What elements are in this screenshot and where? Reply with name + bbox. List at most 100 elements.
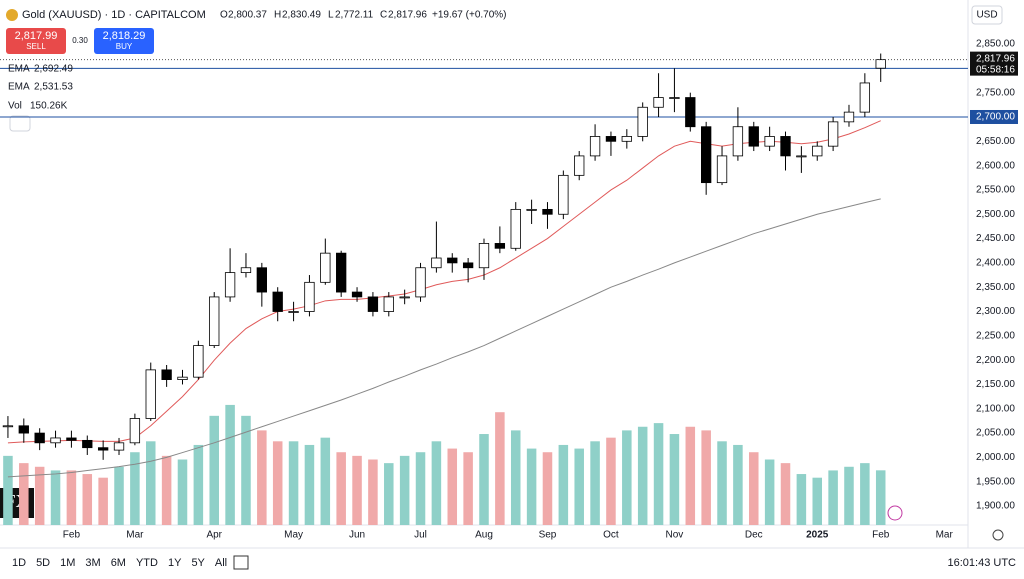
gold-icon: [6, 9, 18, 21]
volume-bar: [701, 430, 711, 525]
candle-body: [669, 97, 680, 99]
volume-bar: [717, 441, 727, 525]
range-button[interactable]: 3M: [85, 557, 100, 569]
candle-body: [875, 59, 886, 69]
y-tick-label: 2,050.00: [976, 428, 1015, 439]
range-button[interactable]: 1D: [12, 557, 26, 569]
x-tick-label: May: [284, 530, 303, 541]
ohlc-c: 2,817.96: [388, 10, 427, 21]
level-tag: [970, 109, 1018, 124]
buy-price[interactable]: 2,818.29: [103, 30, 146, 42]
volume-bar: [590, 441, 600, 525]
candle-body: [367, 296, 379, 312]
candle-body: [732, 126, 744, 157]
y-tick-label: 1,900.00: [976, 501, 1015, 512]
candle-body: [637, 106, 648, 137]
x-tick-label: Jun: [349, 530, 365, 541]
candle-body: [34, 432, 45, 444]
y-tick-label: 2,250.00: [976, 330, 1015, 341]
volume-legend-value: 150.26K: [30, 101, 68, 112]
calendar-icon[interactable]: [233, 555, 249, 570]
volume-bar: [431, 441, 442, 525]
volume-bar: [82, 474, 93, 525]
y-tick-label: 2,400.00: [976, 258, 1015, 269]
candle-body: [304, 281, 315, 312]
collapse-button[interactable]: [9, 115, 31, 132]
currency[interactable]: USD: [976, 10, 997, 21]
volume-bar: [764, 459, 775, 525]
volume-bar: [828, 470, 838, 525]
y-tick-label: 2,200.00: [976, 355, 1015, 366]
ema-line: [7, 198, 881, 478]
toolbar: [0, 548, 1024, 579]
volume-bar: [860, 463, 870, 525]
candle-body: [272, 291, 283, 312]
x-tick-label: Mar: [936, 530, 954, 541]
volume-bar: [447, 448, 458, 525]
ohlc-o-label: O: [220, 10, 228, 21]
volume-bar: [114, 466, 124, 525]
volume-bar: [749, 452, 759, 525]
level-label: 2,700.00: [976, 112, 1015, 123]
volume-bar: [98, 477, 108, 525]
sell-box[interactable]: [6, 28, 66, 54]
candle-body: [478, 243, 490, 269]
y-tick-label: 2,600.00: [976, 160, 1015, 171]
event-icon[interactable]: [887, 505, 903, 521]
range-button[interactable]: 5Y: [191, 557, 205, 569]
volume-bar: [495, 412, 505, 525]
buy-box[interactable]: [94, 28, 154, 54]
volume-bar: [336, 452, 346, 525]
candle-body: [97, 447, 109, 451]
volume-bar: [225, 404, 235, 525]
volume-bar: [177, 459, 188, 525]
candle-body: [462, 262, 474, 269]
x-tick-label: Nov: [666, 530, 684, 541]
sell-label[interactable]: SELL: [26, 42, 46, 51]
buy-button[interactable]: 2,818.29 BUY: [94, 28, 154, 54]
candle-body: [748, 126, 759, 147]
range-button[interactable]: 6M: [111, 557, 126, 569]
x-tick-label: Feb: [63, 530, 81, 541]
y-tick-label: 2,100.00: [976, 403, 1015, 414]
volume-bar: [510, 430, 521, 525]
range-button[interactable]: All: [215, 557, 227, 569]
last-price-tag: [970, 51, 1018, 76]
x-tick-label: Aug: [475, 530, 493, 541]
range-button[interactable]: 1M: [60, 557, 75, 569]
candle-body: [589, 136, 601, 157]
volume-bar: [558, 444, 569, 525]
y-tick-label: 2,450.00: [976, 233, 1015, 244]
sell-price[interactable]: 2,817.99: [15, 30, 58, 42]
currency-button[interactable]: USD: [971, 5, 1003, 25]
range-button[interactable]: 1Y: [168, 557, 182, 569]
candle-body: [494, 243, 506, 249]
volume-bar: [193, 444, 204, 525]
ohlc-l: 2,772.11: [335, 10, 374, 21]
volume-bar: [161, 455, 172, 525]
candle-body: [653, 97, 664, 108]
volume-bar: [352, 455, 362, 525]
candle-body: [66, 437, 77, 441]
currency-box[interactable]: [971, 5, 1003, 25]
y-tick-label: 2,750.00: [976, 87, 1015, 98]
sell-button[interactable]: 2,817.99 SELL: [6, 28, 66, 54]
change: +19.67 (+0.70%): [432, 10, 507, 21]
volume-bar: [622, 430, 632, 525]
range-button[interactable]: YTD: [136, 557, 158, 569]
candle-body: [542, 208, 553, 215]
volume-bar: [368, 459, 378, 525]
candle-body: [812, 145, 823, 157]
candle-body: [383, 296, 394, 312]
volume-bar: [780, 463, 791, 525]
volume-bar: [574, 448, 584, 525]
settings-icon[interactable]: [992, 529, 1004, 541]
range-button[interactable]: 5D: [36, 557, 50, 569]
x-tick-label: Feb: [872, 530, 890, 541]
buy-label[interactable]: BUY: [116, 42, 133, 51]
symbol-title: Gold (XAUUSD) · 1D · CAPITALCOM: [22, 9, 206, 21]
volume-bar: [812, 477, 823, 525]
volume-bar: [66, 470, 77, 525]
candle-body: [193, 345, 204, 378]
volume-bar: [685, 426, 696, 525]
